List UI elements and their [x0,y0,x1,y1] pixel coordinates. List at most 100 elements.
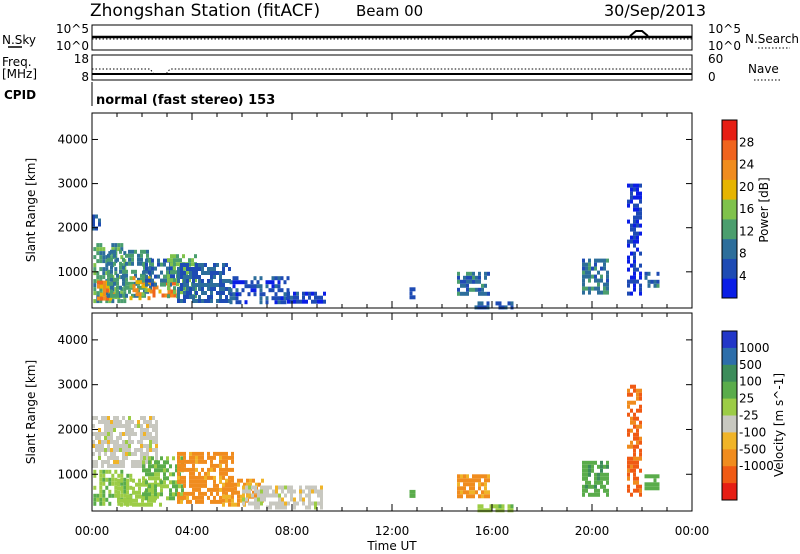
power-data-cell [167,274,170,279]
power-data-cell [207,267,210,271]
velocity-data-cell [234,490,237,495]
velocity-data-cell [145,496,148,501]
power-data-cell [585,262,588,267]
power-data-cell [110,281,113,286]
velocity-data-cell [650,474,654,479]
velocity-data-cell [633,460,636,465]
power-data-cell [189,287,192,291]
power-data-cell [633,255,636,260]
velocity-data-cell [138,482,141,487]
power-data-cell [232,280,236,285]
power-data-cell [594,262,597,267]
velocity-data-cell [183,463,186,468]
power-data-cell [219,275,222,279]
power-data-cell [484,275,487,280]
velocity-data-cell [172,484,175,489]
velocity-data-cell [105,497,109,502]
velocity-data-cell [93,473,97,478]
velocity-data-cell [216,463,219,468]
velocity-data-cell [257,501,260,506]
velocity-data-cell [143,420,146,424]
velocity-data-cell [189,455,192,460]
velocity-data-cell [160,488,163,493]
velocity-data-cell [588,464,591,469]
velocity-x-tick-label: 00:00 [675,524,710,538]
velocity-data-cell [639,424,642,429]
velocity-data-cell [248,485,251,490]
velocity-data-cell [149,448,152,452]
velocity-data-cell [231,482,234,487]
power-data-cell [460,283,463,288]
power-data-cell [116,281,119,286]
velocity-colorbar-swatch [722,331,737,349]
velocity-data-cell [175,464,178,469]
velocity-data-cell [114,469,118,474]
velocity-data-cell [183,451,186,456]
power-data-cell [142,270,145,275]
velocity-data-cell [290,497,293,502]
velocity-data-cell [120,502,123,507]
velocity-data-cell [510,508,514,513]
velocity-data-cell [192,483,195,488]
velocity-data-cell [585,476,588,481]
power-data-cell [600,290,603,295]
power-data-cell [463,291,466,296]
velocity-data-cell [198,491,201,496]
velocity-colorbar-swatch [722,381,737,400]
velocity-data-cell [308,497,311,502]
velocity-data-cell [275,489,278,494]
power-data-cell [633,219,636,224]
power-data-cell [466,291,469,296]
power-data-cell [198,295,201,299]
velocity-data-cell [119,436,122,440]
power-data-cell [114,243,118,248]
velocity-data-cell [175,492,178,497]
velocity-data-cell [254,489,257,494]
power-data-cell [588,262,591,267]
power-data-cell [173,278,176,283]
power-data-cell [110,289,113,294]
velocity-data-cell [633,448,636,453]
velocity-data-cell [195,495,198,500]
power-data-cell [105,271,109,276]
velocity-data-cell [317,489,320,494]
velocity-data-cell [98,428,101,432]
velocity-data-cell [151,496,154,501]
power-data-cell [323,299,326,304]
power-data-cell [98,222,101,227]
velocity-data-cell [149,444,152,448]
velocity-data-cell [594,484,597,489]
power-data-cell [137,261,140,266]
velocity-data-cell [186,459,189,464]
velocity-data-cell [210,459,213,464]
velocity-data-cell [192,487,195,492]
velocity-data-cell [636,424,639,429]
power-data-cell [636,187,639,192]
power-data-cell [633,203,636,208]
velocity-data-cell [633,464,636,469]
velocity-data-cell [146,448,149,452]
power-data-cell [317,299,320,304]
power-data-cell [639,191,642,196]
power-data-cell [235,292,239,297]
velocity-data-cell [231,495,234,500]
velocity-data-cell [148,464,151,469]
power-data-cell [183,271,186,275]
power-data-cell [117,299,121,304]
power-data-cell [606,282,609,287]
velocity-data-cell [278,505,281,510]
velocity-data-cell [600,480,603,485]
velocity-data-cell [92,440,95,444]
velocity-data-cell [149,420,152,424]
velocity-colorbar-tick-label: 100 [739,375,762,389]
power-data-cell [480,301,484,306]
velocity-data-cell [266,493,269,498]
velocity-data-cell [98,432,101,436]
power-data-cell [166,266,169,271]
power-data-cell [647,279,651,284]
velocity-data-cell [143,432,146,436]
power-data-cell [510,305,514,310]
velocity-colorbar-tick-label: 500 [739,358,762,372]
velocity-data-cell [597,472,600,477]
power-data-cell [92,226,95,231]
